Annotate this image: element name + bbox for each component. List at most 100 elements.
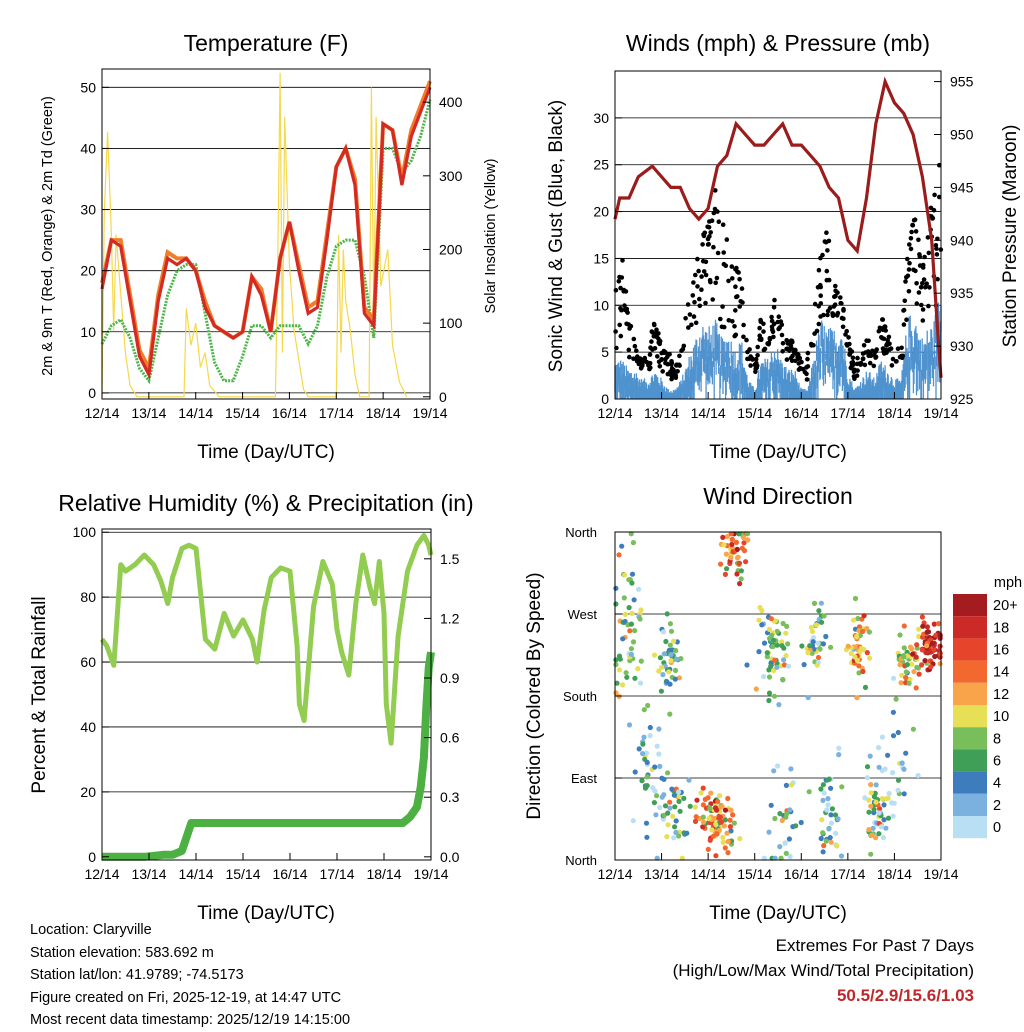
gust-point — [715, 250, 721, 256]
wind-direction-point — [667, 621, 674, 627]
gust-point — [649, 339, 654, 344]
station-latlon: Station lat/lon: 41.9789; -74.5173 — [30, 967, 244, 984]
wind-direction-point — [885, 815, 892, 821]
wind-direction-point — [813, 622, 820, 628]
wind-direction-point — [628, 651, 635, 658]
wind-direction-point — [660, 629, 667, 635]
wind-direction-point — [897, 662, 903, 668]
gust-point — [711, 210, 717, 216]
wind-direction-point — [664, 834, 670, 840]
gust-point — [934, 246, 939, 251]
wind-direction-point — [856, 663, 862, 669]
wind-direction-point — [933, 632, 939, 638]
wind-direction-point — [629, 571, 636, 577]
wind-direction-point — [785, 641, 791, 647]
wind-direction-point — [654, 793, 660, 799]
gust-point — [771, 305, 777, 310]
wind-direction-point — [783, 782, 790, 789]
pressure-line — [613, 76, 943, 378]
gust-point — [732, 333, 737, 339]
wind-direction-point — [903, 669, 909, 675]
wind-direction-point — [809, 628, 816, 635]
extremes-values: 50.5/2.9/15.6/1.03 — [836, 986, 974, 1005]
wind-direction-point — [920, 623, 926, 629]
gust-point — [701, 233, 707, 239]
wind-direction-point — [672, 804, 678, 810]
wind-direction-point — [728, 555, 734, 561]
gust-point — [737, 304, 742, 309]
wind-direction-point — [673, 829, 679, 836]
wind-direction-point — [873, 782, 879, 788]
gust-point — [697, 303, 703, 309]
gust-point — [839, 301, 844, 306]
gust-point — [617, 322, 622, 328]
wind-direction-point — [674, 656, 680, 662]
wind-direction-point — [885, 795, 891, 801]
wind-direction-y-tick-label-0: North — [565, 853, 597, 868]
wind-direction-point — [637, 680, 644, 686]
gust-point — [912, 217, 918, 222]
gust-point — [744, 337, 749, 343]
wind-direction-point — [913, 654, 919, 660]
gust-point — [852, 367, 857, 373]
wind-direction-point — [627, 628, 633, 634]
wind-direction-point — [638, 607, 644, 613]
wind-direction-point — [818, 835, 824, 842]
wind-direction-point — [727, 817, 733, 823]
wind-direction-point — [759, 608, 765, 614]
gust-point — [686, 325, 691, 330]
wind-direction-point — [738, 568, 745, 574]
gust-point — [795, 354, 800, 360]
wind-direction-point — [898, 680, 904, 686]
wind-direction-point — [761, 640, 768, 646]
colorbar-unit: mph — [994, 575, 1022, 591]
wind-direction-point — [630, 540, 637, 546]
wind-direction-point — [787, 853, 793, 860]
temperature-x-tick-label-5: 17/14 — [319, 405, 354, 421]
gust-point — [639, 365, 644, 371]
wind-direction-point — [825, 777, 831, 783]
wind-direction-point — [777, 811, 783, 817]
gust-point — [771, 334, 776, 340]
wind-direction-point — [622, 618, 628, 625]
station-info: Location: Claryville Station elevation: … — [30, 919, 350, 1032]
wind-direction-point — [858, 645, 864, 652]
colorbar-label-6: 8 — [993, 731, 1001, 747]
wind-direction-point — [658, 688, 665, 694]
gust-point — [620, 258, 625, 263]
gust-point — [695, 284, 700, 289]
wind-direction-point — [619, 543, 625, 549]
gust-point — [850, 359, 856, 365]
gust-point — [816, 321, 822, 327]
gust-point — [932, 192, 937, 198]
gust-point — [701, 269, 707, 274]
gust-point — [650, 347, 655, 352]
gust-point — [907, 260, 912, 266]
gust-point — [776, 326, 781, 332]
wind-direction-y-ticks: North East South West North — [563, 525, 622, 868]
humidity-plot-frame — [101, 528, 432, 861]
wind-direction-x-tick-label-3: 15/14 — [737, 866, 772, 882]
gust-point — [906, 289, 912, 294]
gust-point — [665, 361, 671, 367]
wind-direction-point — [729, 541, 735, 548]
wind-direction-point — [878, 824, 884, 830]
wind-direction-point — [632, 675, 638, 681]
wind-direction-point — [724, 566, 730, 572]
gust-point — [713, 280, 718, 286]
wind-direction-point — [707, 805, 713, 811]
gust-point — [925, 235, 931, 240]
wind-direction-point — [727, 824, 734, 830]
wind-direction-point — [782, 840, 788, 846]
gust-point — [937, 194, 942, 200]
gust-point — [805, 356, 810, 362]
wind-direction-point — [866, 827, 872, 833]
wind-direction-point — [911, 669, 917, 675]
gust-point — [860, 356, 866, 361]
gust-point — [626, 347, 632, 353]
wind-y-tick-label-3: 15 — [593, 250, 609, 266]
wind-direction-point — [647, 724, 653, 731]
winds-xlabel: Time (Day/UTC) — [709, 442, 847, 463]
wind-direction-point — [700, 819, 707, 825]
gust-point — [735, 294, 740, 299]
